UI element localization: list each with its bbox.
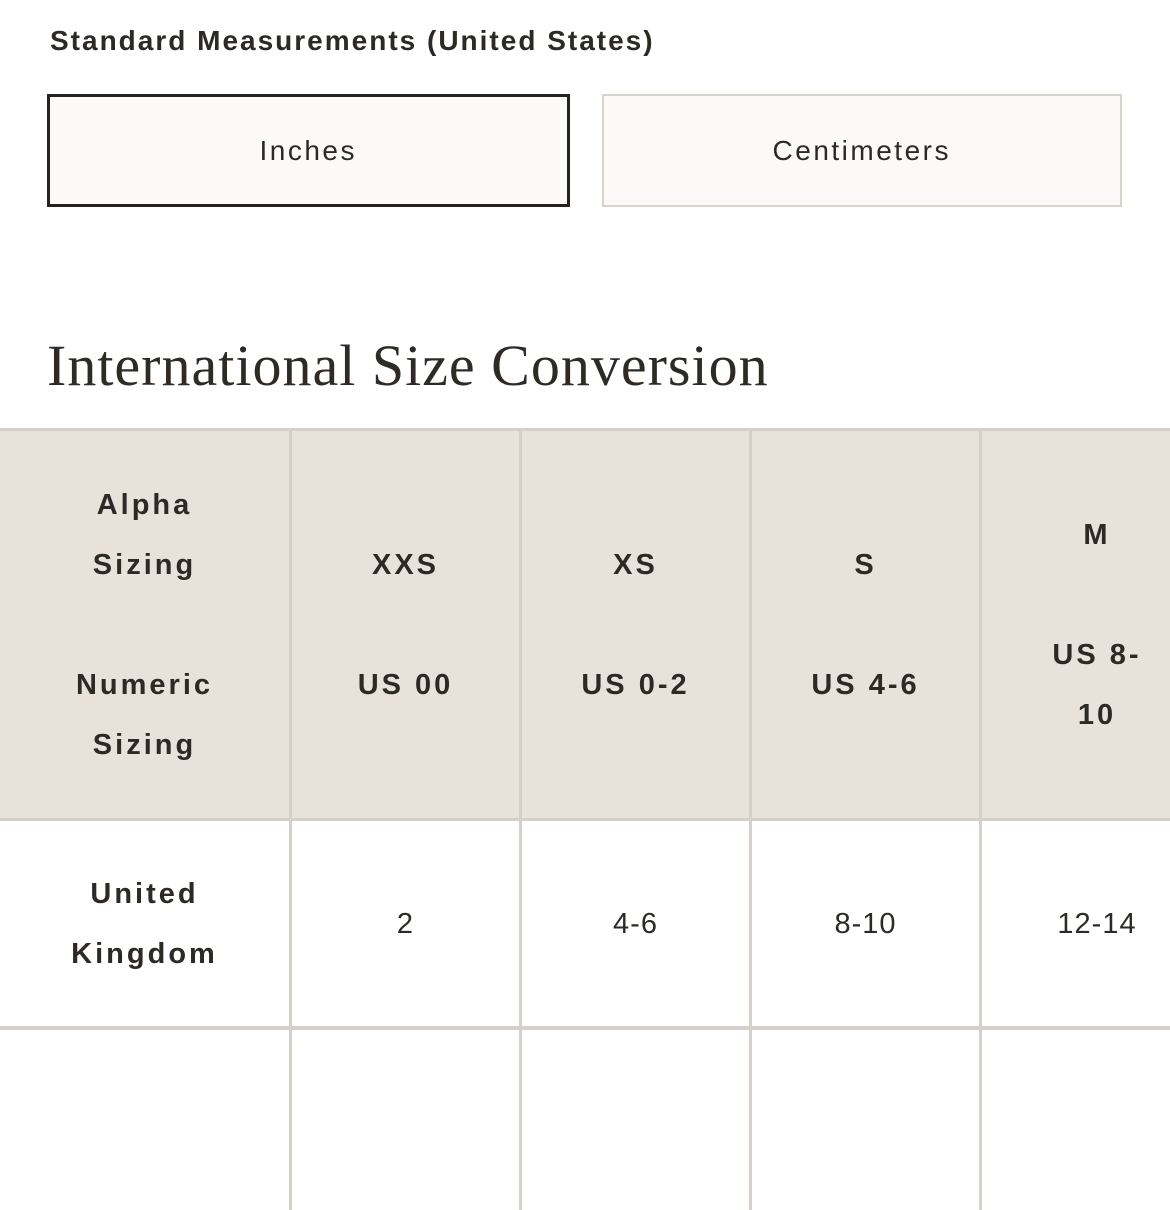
- header-cell-xs: XS US 0-2: [522, 431, 752, 818]
- alpha-sizing-label: Alpha Sizing: [92, 488, 197, 581]
- header-cell-s: S US 4-6: [752, 431, 982, 818]
- header-cell-sizing-labels: Alpha Sizing Numeric Sizing: [0, 431, 292, 818]
- centimeters-button-label: Centimeters: [772, 134, 951, 166]
- numeric-size-us-0-2: US 0-2: [581, 668, 690, 701]
- table-next-row-clipped: [0, 1030, 1170, 1210]
- header-cell-xxs: XXS US 00: [292, 431, 522, 818]
- size-conversion-section: International Size Conversion Alpha Sizi…: [0, 335, 1170, 1210]
- centimeters-button[interactable]: Centimeters: [601, 94, 1122, 207]
- inches-button[interactable]: Inches: [47, 94, 570, 207]
- size-conversion-table: Alpha Sizing Numeric Sizing XXS US 00 XS…: [0, 428, 1170, 1210]
- numeric-size-us-4-6: US 4-6: [811, 668, 920, 701]
- table-row-united-kingdom: United Kingdom 2 4-6 8-10 12-14: [0, 821, 1170, 1030]
- cell-uk-m: 12-14: [982, 821, 1170, 1026]
- uk-size-xxs-value: 2: [396, 907, 415, 940]
- inches-button-label: Inches: [259, 134, 357, 166]
- standard-measurements-title: Standard Measurements (United States): [50, 25, 655, 56]
- size-conversion-title: International Size Conversion: [47, 333, 769, 398]
- alpha-size-s: S: [854, 548, 877, 581]
- uk-size-s-value: 8-10: [834, 907, 897, 940]
- cell-uk-xs: 4-6: [522, 821, 752, 1026]
- unit-toggle: Inches Centimeters: [47, 94, 1122, 207]
- alpha-size-m: M: [1083, 518, 1111, 551]
- standard-measurements-section: Standard Measurements (United States) In…: [0, 24, 1170, 207]
- cell-uk-s: 8-10: [752, 821, 982, 1026]
- header-cell-m: M US 8-10: [982, 431, 1170, 818]
- numeric-sizing-label: Numeric Sizing: [75, 668, 214, 761]
- cell-uk-xxs: 2: [292, 821, 522, 1026]
- table-header-row: Alpha Sizing Numeric Sizing XXS US 00 XS…: [0, 431, 1170, 821]
- uk-size-m-value: 12-14: [1057, 907, 1137, 940]
- united-kingdom-label: United Kingdom: [71, 877, 218, 970]
- cell-country-label: United Kingdom: [0, 821, 292, 1026]
- uk-size-xs-value: 4-6: [613, 907, 658, 940]
- alpha-size-xxs: XXS: [371, 548, 440, 581]
- numeric-size-us-00: US 00: [357, 668, 454, 701]
- numeric-size-us-8-10: US 8-10: [1052, 638, 1142, 731]
- alpha-size-xs: XS: [613, 548, 658, 581]
